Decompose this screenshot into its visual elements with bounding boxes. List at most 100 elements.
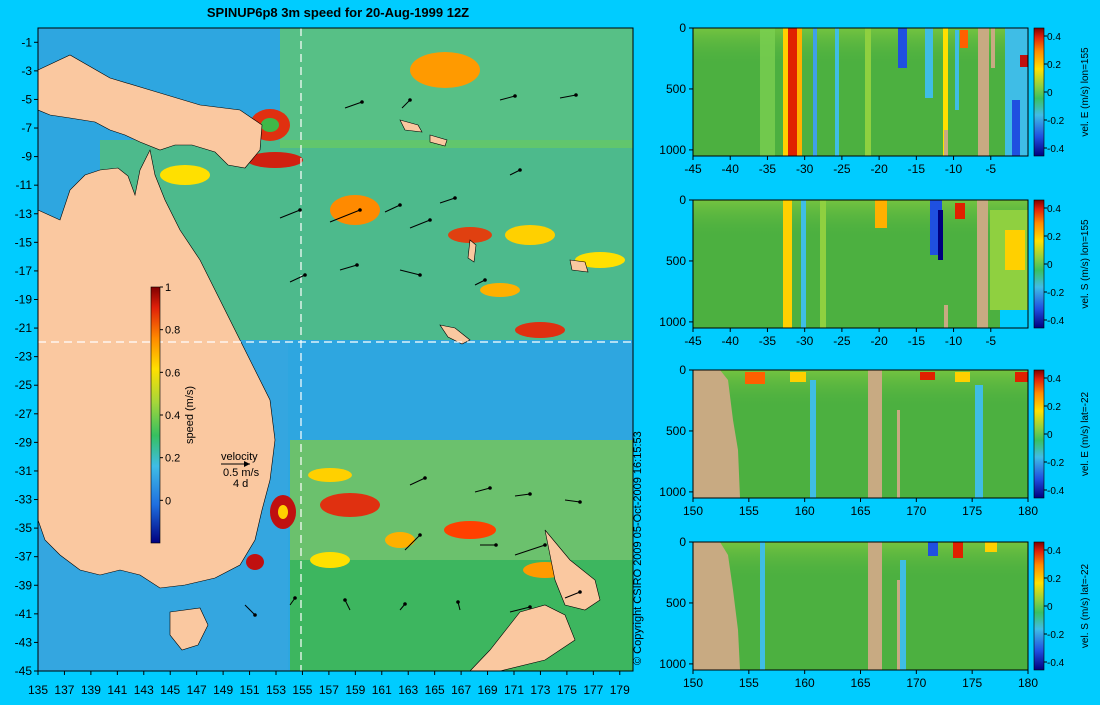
panel-4-y-tick-label: 1000 [659,657,686,671]
panel-2-colorbar-tick-label: -0.4 [1047,316,1065,327]
panel-2-x-tick-label: -15 [908,334,926,348]
panel-1-colorbar-tick-label: 0.2 [1047,60,1061,71]
velocity-arrowhead [398,203,402,207]
panel-2-x-tick-label: -5 [985,334,996,348]
panel-2-x-tick-label: -10 [945,334,963,348]
map-y-tick-label: -39 [15,578,33,592]
panel-2-y-tick-label: 1000 [659,315,686,329]
velocity-arrow [329,209,361,223]
map-x-tick-label: 141 [107,683,127,697]
panel-4-x-tick-label: 160 [795,676,815,690]
velocity-legend-interval: 4 d [233,478,248,490]
colorbar-tick-label: 0.2 [165,453,180,465]
velocity-arrowhead [343,598,347,602]
panel-4-colorbar-tick-label: 0.4 [1047,546,1061,557]
new-zealand-south [469,604,576,672]
panel-2-colorbar-tick-label: 0 [1047,260,1053,271]
velocity-arrowhead [518,168,522,172]
map-x-tick-label: 179 [610,683,630,697]
map-y-tick-label: -31 [15,464,33,478]
panel-2-ylabel: vel. S (m/s) lon=155 [1080,219,1091,309]
velocity-arrowhead [423,476,427,480]
panel-1-x-tick-label: -40 [722,162,740,176]
panel-4-land [693,542,740,670]
panel-4-y-tick-label: 500 [666,596,686,610]
velocity-arrowhead [293,596,297,600]
velocity-arrow [509,169,521,176]
map-x-tick-label: 159 [345,683,365,697]
panel-3-y-tick-label: 500 [666,424,686,438]
map-y-tick-label: -1 [21,35,32,49]
panel-4-colorbar-tick-label: 0.2 [1047,574,1061,585]
velocity-arrow [439,197,456,204]
map-x-tick-label: 155 [292,683,312,697]
velocity-legend-title: velocity [221,451,258,463]
velocity-arrow [279,209,301,219]
velocity-arrow [499,95,516,101]
map-x-tick-label: 165 [425,683,445,697]
panel-4-colorbar-tick-label: -0.2 [1047,630,1065,641]
velocity-arrow [474,487,491,493]
panel-1-colorbar-tick-label: 0.4 [1047,32,1061,43]
colorbar-tick-label: 0.4 [165,410,180,422]
panel-2-colorbar-tick-label: 0.2 [1047,232,1061,243]
map-x-tick-label: 135 [28,683,48,697]
velocity-arrowhead [488,486,492,490]
map-x-tick-label: 145 [160,683,180,697]
velocity-arrow [289,274,306,283]
panel-3-x-tick-label: 155 [739,504,759,518]
map-y-tick-label: -25 [15,378,33,392]
velocity-arrow [564,591,581,599]
velocity-arrowhead [408,98,412,102]
map-x-tick-label: 167 [451,683,471,697]
panel-3-ylabel: vel. E (m/s) lat=-22 [1080,391,1091,476]
velocity-arrow [474,279,486,286]
map-x-tick-label: 139 [81,683,101,697]
map-y-tick-label: -3 [21,64,32,78]
velocity-arrowhead [360,100,364,104]
velocity-arrowhead [303,273,307,277]
velocity-arrow [384,204,401,213]
panel-1-surface [693,28,1028,156]
panel-4-colorbar [1033,541,1045,671]
panel-1-y-tick-label: 0 [679,21,686,35]
map-x-ticks: 135 137 139 141 143 145 147 149 151 153 155 157 159 1… [28,671,630,697]
velocity-arrowhead [453,196,457,200]
velocity-arrow [564,499,581,503]
panel-2-x-tick-label: -45 [684,334,702,348]
panel-3-colorbar-tick-label: 0 [1047,430,1053,441]
panel-1-colorbar-tick-label: -0.2 [1047,116,1065,127]
panel-4-x-tick-label: 175 [962,676,982,690]
colorbar-tick-label: 0.6 [165,367,180,379]
panel-2-colorbar-tick-label: -0.2 [1047,288,1065,299]
velocity-arrowhead [355,263,359,267]
colorbar-tick-label: 0 [165,495,171,507]
panel-2-x-tick-label: -35 [759,334,777,348]
panel-3-colorbar-tick-label: 0.2 [1047,402,1061,413]
copyright: © Copyright CSIRO 2009 05-Oct-2009 16:15… [632,431,644,665]
map-y-tick-label: -13 [15,207,33,221]
panel-axis-ticks: -45 -40 -35 -30 -25 -20 -15 -10 -5 0 500 1000 -45 -40… [659,21,1038,690]
speed-colorbar: 1 0.8 0.6 0.4 0.2 0 speed (m/s) [150,282,196,544]
map-x-tick-label: 175 [557,683,577,697]
velocity-arrow [244,604,256,616]
panel-1-x-tick-label: -35 [759,162,777,176]
panel-2-x-tick-label: -30 [796,334,814,348]
panel-2-x-tick-label: -20 [870,334,888,348]
velocity-arrow [404,534,421,551]
map-y-tick-label: -5 [21,92,32,106]
panel-1-ylabel: vel. E (m/s) lon=155 [1080,47,1091,137]
tasmania [169,607,209,651]
velocity-arrowhead [403,602,407,606]
panel-4-colorbar-tick-label: -0.4 [1047,658,1065,669]
panel-3-x-tick-label: 170 [906,504,926,518]
map-y-tick-label: -19 [15,292,33,306]
velocity-arrow [409,477,426,486]
panel-2-colorbar-tick-label: 0.4 [1047,204,1061,215]
panel-4-surface [693,542,1028,670]
panel-4-ylabel: vel. S (m/s) lat=-22 [1080,563,1091,648]
panel-1-x-tick-label: -5 [985,162,996,176]
velocity-arrowhead [358,208,362,212]
map-y-tick-label: -17 [15,264,33,278]
